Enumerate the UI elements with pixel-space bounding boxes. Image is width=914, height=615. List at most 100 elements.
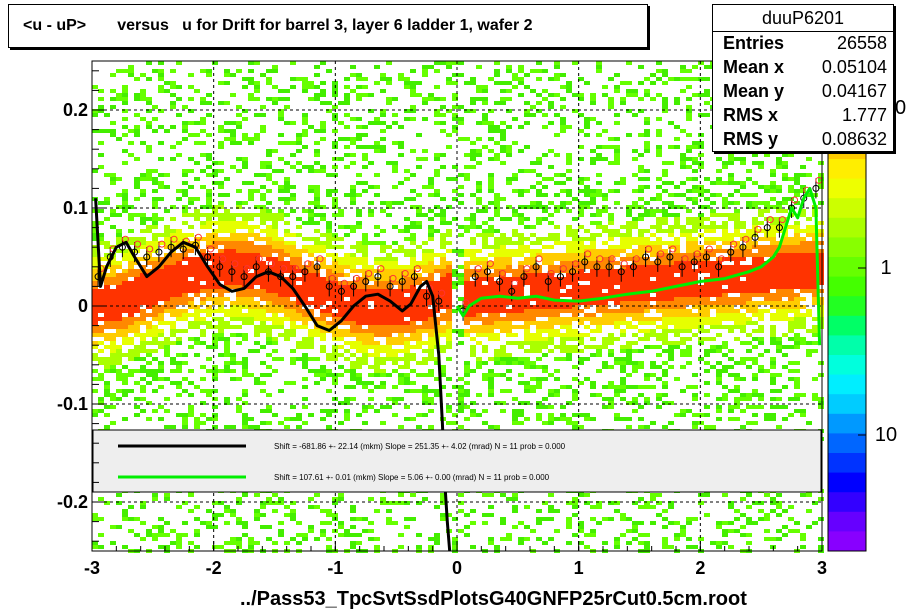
- heatmap-cell: [680, 257, 686, 261]
- heatmap-cell: [392, 385, 398, 389]
- heatmap-cell: [578, 337, 584, 341]
- heatmap-cell: [254, 97, 260, 101]
- heatmap-cell: [308, 189, 314, 193]
- heatmap-cell: [638, 321, 644, 325]
- heatmap-cell: [680, 301, 686, 305]
- heatmap-cell: [608, 285, 614, 289]
- heatmap-cell: [296, 325, 302, 329]
- heatmap-cell: [320, 101, 326, 105]
- heatmap-cell: [308, 209, 314, 213]
- heatmap-cell: [476, 233, 482, 237]
- heatmap-cell: [392, 357, 398, 361]
- heatmap-cell: [200, 169, 206, 173]
- heatmap-cell: [128, 253, 134, 257]
- heatmap-cell: [500, 521, 506, 525]
- heatmap-cell: [446, 265, 452, 269]
- heatmap-cell: [134, 113, 140, 117]
- heatmap-cell: [632, 305, 638, 309]
- heatmap-cell: [194, 257, 200, 261]
- heatmap-cell: [428, 297, 434, 301]
- heatmap-cell: [368, 321, 374, 325]
- heatmap-cell: [578, 333, 584, 337]
- heatmap-cell: [458, 425, 464, 429]
- heatmap-cell: [356, 117, 362, 121]
- heatmap-cell: [590, 277, 596, 281]
- heatmap-cell: [422, 117, 428, 121]
- heatmap-cell: [218, 257, 224, 261]
- heatmap-cell: [398, 141, 404, 145]
- heatmap-cell: [344, 305, 350, 309]
- heatmap-cell: [410, 69, 416, 73]
- heatmap-cell: [596, 277, 602, 281]
- heatmap-cell: [656, 281, 662, 285]
- heatmap-cell: [470, 317, 476, 321]
- heatmap-cell: [98, 545, 104, 549]
- heatmap-cell: [626, 269, 632, 273]
- heatmap-cell: [116, 285, 122, 289]
- heatmap-cell: [128, 65, 134, 69]
- heatmap-cell: [122, 97, 128, 101]
- heatmap-cell: [452, 81, 458, 85]
- heatmap-cell: [506, 177, 512, 181]
- heatmap-cell: [368, 497, 374, 501]
- heatmap-cell: [554, 205, 560, 209]
- heatmap-cell: [626, 273, 632, 277]
- heatmap-cell: [200, 205, 206, 209]
- heatmap-cell: [164, 285, 170, 289]
- heatmap-cell: [530, 341, 536, 345]
- heatmap-cell: [152, 309, 158, 313]
- heatmap-cell: [590, 529, 596, 533]
- heatmap-cell: [278, 285, 284, 289]
- heatmap-cell: [632, 257, 638, 261]
- heatmap-cell: [332, 273, 338, 277]
- heatmap-cell: [260, 217, 266, 221]
- heatmap-cell: [644, 333, 650, 337]
- heatmap-cell: [350, 201, 356, 205]
- heatmap-cell: [368, 285, 374, 289]
- heatmap-cell: [488, 389, 494, 393]
- heatmap-cell: [668, 329, 674, 333]
- heatmap-cell: [452, 269, 458, 273]
- heatmap-cell: [500, 329, 506, 333]
- heatmap-cell: [644, 145, 650, 149]
- heatmap-cell: [344, 529, 350, 533]
- heatmap-cell: [530, 261, 536, 265]
- heatmap-cell: [278, 325, 284, 329]
- heatmap-cell: [662, 393, 668, 397]
- heatmap-cell: [284, 161, 290, 165]
- heatmap-cell: [620, 289, 626, 293]
- heatmap-cell: [446, 317, 452, 321]
- heatmap-cell: [506, 281, 512, 285]
- heatmap-cell: [230, 313, 236, 317]
- heatmap-cell: [296, 425, 302, 429]
- heatmap-cell: [302, 89, 308, 93]
- heatmap-cell: [404, 229, 410, 233]
- heatmap-cell: [518, 317, 524, 321]
- heatmap-cell: [212, 345, 218, 349]
- heatmap-cell: [134, 269, 140, 273]
- heatmap-cell: [386, 341, 392, 345]
- heatmap-cell: [446, 513, 452, 517]
- heatmap-cell: [152, 197, 158, 201]
- heatmap-cell: [452, 537, 458, 541]
- heatmap-cell: [212, 269, 218, 273]
- heatmap-cell: [194, 313, 200, 317]
- heatmap-cell: [296, 77, 302, 81]
- heatmap-cell: [152, 277, 158, 281]
- heatmap-cell: [548, 101, 554, 105]
- heatmap-cell: [248, 265, 254, 269]
- heatmap-cell: [632, 361, 638, 365]
- heatmap-cell: [296, 301, 302, 305]
- heatmap-cell: [554, 281, 560, 285]
- heatmap-cell: [260, 373, 266, 377]
- heatmap-cell: [230, 277, 236, 281]
- heatmap-cell: [176, 189, 182, 193]
- heatmap-cell: [506, 537, 512, 541]
- heatmap-cell: [290, 85, 296, 89]
- heatmap-cell: [200, 333, 206, 337]
- heatmap-cell: [452, 61, 458, 65]
- heatmap-cell: [536, 537, 542, 541]
- heatmap-cell: [428, 409, 434, 413]
- heatmap-cell: [176, 153, 182, 157]
- heatmap-cell: [548, 221, 554, 225]
